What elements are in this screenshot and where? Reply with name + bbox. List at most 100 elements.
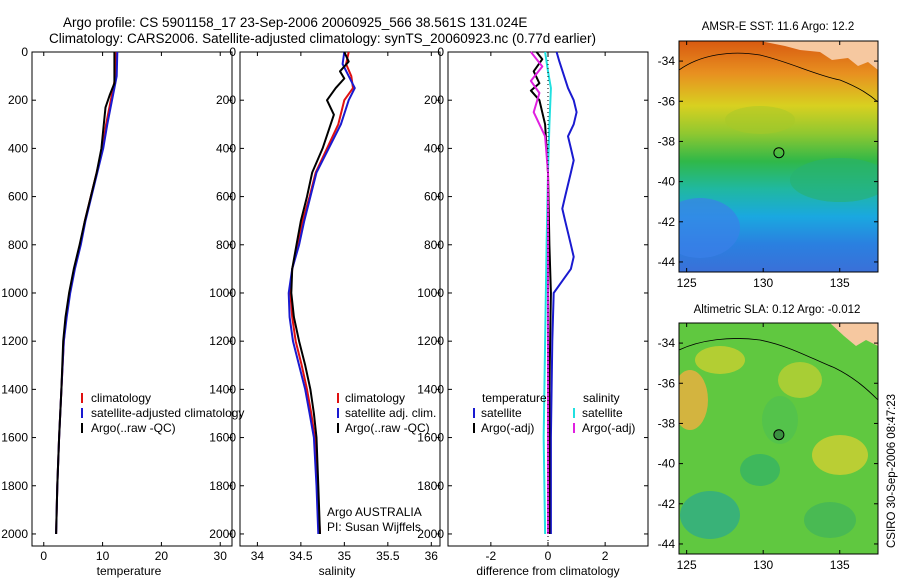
difference-legend: temperature salinity satellite Argo(-adj… — [473, 391, 635, 435]
legend-label-climatology: climatology — [345, 391, 405, 405]
x-tick-label: 35.5 — [376, 549, 400, 563]
map-x-tick-label: 130 — [753, 558, 773, 572]
y-tick-label: 400 — [216, 141, 236, 155]
map-y-tick-label: -44 — [658, 255, 676, 269]
y-tick-label: 1400 — [1, 382, 28, 396]
x-tick-label: 30 — [214, 549, 228, 563]
y-tick-label: 1000 — [209, 286, 236, 300]
y-tick-label: 1200 — [1, 334, 28, 348]
x-tick-label: 34 — [251, 549, 265, 563]
x-tick-label: 35 — [338, 549, 352, 563]
series-line-argo-raw-qc- — [290, 51, 350, 535]
sla-blob — [680, 491, 740, 539]
sst-argo-marker — [773, 147, 785, 159]
y-tick-label: 1400 — [417, 382, 444, 396]
y-tick-label: 1000 — [417, 286, 444, 300]
y-tick-label: 2000 — [417, 527, 444, 541]
y-tick-label: 1800 — [417, 479, 444, 493]
y-tick-label: 1400 — [209, 382, 236, 396]
annotation-argo-australia: Argo AUSTRALIA — [327, 505, 422, 519]
series-line-satellite-adj-clim- — [287, 51, 356, 535]
series-line-argo-raw-qc- — [55, 52, 116, 535]
map-y-tick-label: -40 — [658, 175, 676, 189]
map-y-tick-label: -44 — [658, 537, 676, 551]
series-line-temperature-argo-adj- — [529, 51, 552, 534]
legend-header-temperature: temperature — [482, 391, 547, 405]
map-x-tick-label: 125 — [677, 276, 697, 290]
y-tick-label: 800 — [424, 238, 444, 252]
y-tick-label: 0 — [21, 45, 28, 59]
y-tick-label: 2000 — [1, 527, 28, 541]
legend-label-climatology: climatology — [91, 391, 151, 405]
x-tick-label: -2 — [486, 549, 497, 563]
legend-label-temp-argo: Argo(-adj) — [481, 421, 534, 435]
y-tick-label: 600 — [424, 190, 444, 204]
legend-label-sal-argo: Argo(-adj) — [582, 421, 635, 435]
sla-blob — [762, 396, 798, 444]
y-tick-label: 600 — [216, 190, 236, 204]
y-tick-label: 200 — [424, 93, 444, 107]
map-x-tick-label: 130 — [753, 276, 773, 290]
map-x-tick-label: 125 — [677, 558, 697, 572]
header-line-2: Climatology: CARS2006. Satellite-adjuste… — [49, 31, 596, 46]
y-tick-label: 1200 — [417, 334, 444, 348]
sst-cool-patch — [679, 198, 740, 258]
sst-map-panel: AMSR-E SST: 11.6 Argo: 12.2 -34 -36 -38 -40… — [658, 21, 879, 290]
y-tick-label: 600 — [8, 190, 28, 204]
series-line-temperature-satellite — [549, 51, 578, 534]
temperature-xlabel: temperature — [97, 564, 162, 578]
legend-label-argo: Argo(..raw -QC) — [91, 421, 176, 435]
y-tick-label: 1600 — [417, 431, 444, 445]
legend-label-argo: Argo(..raw -QC) — [345, 421, 430, 435]
legend-label-temp-satellite: satellite — [481, 406, 522, 420]
y-tick-label: 400 — [8, 141, 28, 155]
sla-blob — [740, 454, 780, 486]
sst-eddy — [790, 158, 878, 202]
temperature-panel: 0 200 400 600 800 1000 1200 1400 1600 1800 2000 0 10… — [1, 45, 244, 578]
map-y-tick-label: -42 — [658, 215, 676, 229]
y-tick-label: 1000 — [1, 286, 28, 300]
y-tick-label: 0 — [229, 45, 236, 59]
y-tick-label: 400 — [424, 141, 444, 155]
y-tick-label: 1600 — [1, 431, 28, 445]
sla-blob — [804, 502, 856, 538]
sla-blob — [778, 362, 822, 398]
y-tick-label: 1200 — [209, 334, 236, 348]
salinity-legend: climatology satellite adj. clim. Argo(..… — [337, 391, 436, 435]
map-x-tick-label: 135 — [830, 276, 850, 290]
sla-land — [830, 323, 878, 346]
legend-label-sal-satellite: satellite — [582, 406, 623, 420]
temperature-legend: climatology satellite-adjusted climatolo… — [81, 391, 244, 435]
series-line-satellite-adjusted-climatology — [55, 51, 119, 535]
x-tick-label: 36 — [425, 549, 439, 563]
sst-contour — [679, 52, 878, 103]
sst-map-title: AMSR-E SST: 11.6 Argo: 12.2 — [702, 21, 855, 33]
map-y-tick-label: -42 — [658, 497, 676, 511]
map-y-tick-label: -38 — [658, 134, 676, 148]
sla-blob — [695, 346, 745, 374]
annotation-pi: PI: Susan Wijffels — [327, 520, 421, 534]
header-line-1: Argo profile: CS 5901158_17 23-Sep-2006 … — [63, 15, 527, 30]
map-y-tick-label: -40 — [658, 457, 676, 471]
map-x-tick-label: 135 — [830, 558, 850, 572]
y-tick-label: 200 — [216, 93, 236, 107]
x-tick-label: 0 — [545, 549, 552, 563]
legend-label-satellite: satellite adj. clim. — [345, 406, 436, 420]
salinity-panel: 0 200 400 600 800 1000 1200 1400 1600 1800 2000 34 3… — [209, 45, 441, 578]
temperature-axes-box — [31, 51, 233, 547]
legend-label-satellite: satellite-adjusted climatology — [91, 406, 244, 420]
x-tick-label: 34.5 — [289, 549, 313, 563]
sla-map-axes-box — [678, 322, 879, 555]
y-tick-label: 1800 — [209, 479, 236, 493]
sla-map-title: Altimetric SLA: 0.12 Argo: -0.012 — [694, 304, 861, 316]
y-tick-label: 800 — [216, 238, 236, 252]
x-tick-label: 20 — [155, 549, 169, 563]
side-label: CSIRO 30-Sep-2006 08:47:23 — [886, 394, 898, 548]
sla-blob — [679, 370, 708, 430]
sst-front — [725, 106, 795, 134]
map-y-tick-label: -36 — [658, 376, 676, 390]
map-y-tick-label: -36 — [658, 94, 676, 108]
sst-map-axes-box — [678, 40, 879, 273]
sst-land — [760, 41, 878, 70]
